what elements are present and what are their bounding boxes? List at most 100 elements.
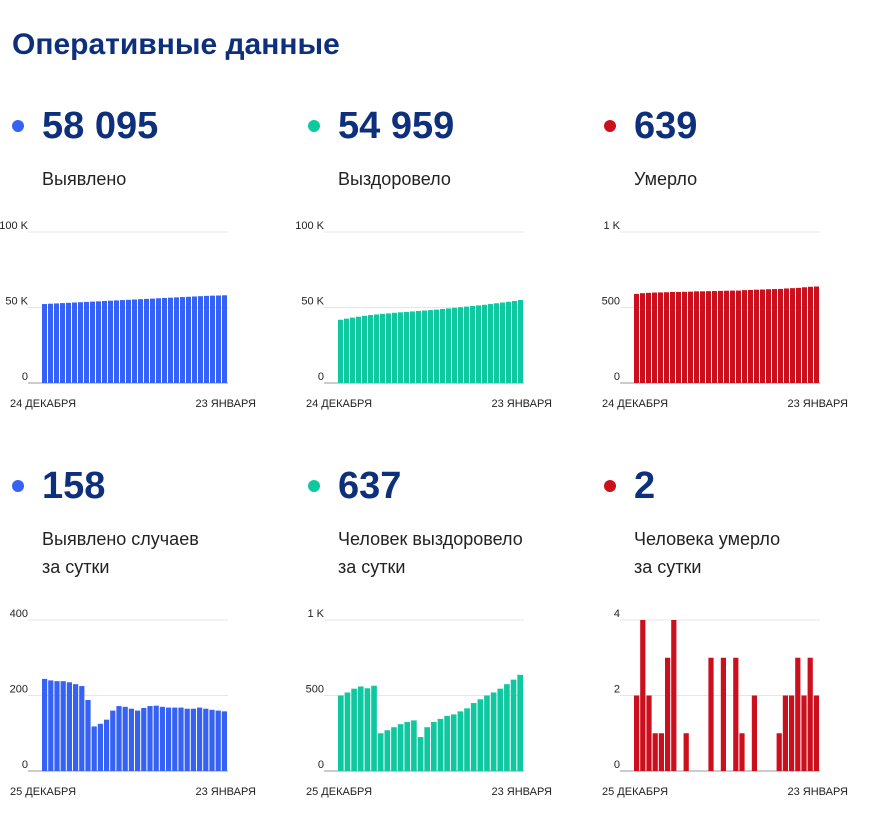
bar — [192, 296, 197, 383]
bar — [464, 306, 469, 383]
bar — [490, 692, 497, 771]
bar — [802, 287, 807, 383]
bar — [457, 711, 464, 771]
bar — [500, 302, 505, 383]
y-tick-label: 100 K — [295, 220, 324, 232]
bar — [718, 290, 723, 383]
bar — [778, 288, 783, 383]
bar — [720, 657, 726, 771]
bar — [733, 657, 739, 771]
bar — [102, 301, 107, 383]
bar — [410, 311, 415, 383]
bar — [186, 296, 191, 383]
bar-chart: 100 K 50 K 0 24 ДЕКАБРЯ 23 ЯНВАРЯ — [0, 220, 256, 410]
bar — [434, 309, 439, 383]
x-end-label: 23 ЯНВАРЯ — [491, 786, 552, 798]
bar — [79, 686, 85, 771]
stat-panel: 637 Человек выздоровело за сутки — [308, 465, 598, 795]
bar — [104, 719, 110, 771]
y-tick-label: 400 — [10, 608, 28, 620]
bar — [368, 315, 373, 383]
bar — [135, 710, 141, 771]
bar — [790, 288, 795, 383]
bar — [172, 707, 178, 771]
x-start-label: 25 ДЕКАБРЯ — [602, 786, 668, 798]
bar — [210, 295, 215, 383]
bar — [652, 292, 657, 383]
bar — [808, 286, 813, 383]
x-end-label: 23 ЯНВАРЯ — [195, 398, 256, 410]
bar — [344, 692, 351, 771]
bar — [90, 301, 95, 383]
bar — [357, 686, 364, 771]
stat-panel: 2 Человека умерло за сутки — [604, 465, 869, 795]
legend-dot-icon — [12, 480, 24, 492]
bar — [512, 300, 517, 383]
bar — [417, 737, 424, 771]
bar — [634, 293, 639, 383]
bar — [688, 291, 693, 383]
bar — [416, 310, 421, 383]
bar — [658, 292, 663, 383]
bar — [42, 304, 47, 383]
bar — [197, 707, 203, 771]
bar — [784, 288, 789, 383]
bar — [72, 302, 77, 383]
bar — [428, 310, 433, 383]
bar — [506, 301, 511, 383]
legend-dot-icon — [12, 120, 24, 132]
bar — [85, 700, 91, 771]
x-end-label: 23 ЯНВАРЯ — [787, 786, 848, 798]
bar — [760, 289, 765, 383]
stat-value: 2 — [634, 465, 656, 507]
bar — [646, 292, 651, 383]
bar — [377, 733, 384, 771]
bar — [60, 303, 65, 383]
bar — [748, 289, 753, 383]
bar — [168, 297, 173, 383]
bar — [128, 708, 134, 771]
bar — [683, 733, 689, 771]
bar — [814, 286, 819, 383]
legend-dot-icon — [308, 120, 320, 132]
stat-label: Умерло — [634, 169, 698, 189]
bar — [658, 733, 664, 771]
bar — [458, 307, 463, 383]
bar — [374, 314, 379, 383]
bar-chart: 1 K 500 0 25 ДЕКАБРЯ 23 ЯНВАРЯ — [306, 608, 552, 798]
bar — [156, 298, 161, 383]
bar — [813, 695, 819, 771]
bar — [724, 290, 729, 383]
bar — [356, 316, 361, 383]
bar — [97, 723, 103, 771]
y-tick-label: 0 — [318, 371, 324, 383]
stat-label-line2: за сутки — [42, 557, 110, 577]
bar — [801, 695, 807, 771]
bar — [215, 710, 221, 771]
stat-label: Выявлено — [42, 169, 127, 189]
y-tick-label: 1 K — [307, 608, 324, 620]
bar — [482, 304, 487, 383]
bar — [431, 721, 437, 771]
bar — [634, 695, 640, 771]
bar — [664, 292, 669, 383]
bar — [116, 706, 122, 771]
bar — [671, 620, 677, 771]
x-start-label: 24 ДЕКАБРЯ — [306, 398, 372, 410]
x-start-label: 24 ДЕКАБРЯ — [602, 398, 668, 410]
y-tick-label: 0 — [614, 371, 620, 383]
bar — [174, 297, 179, 383]
stat-label-line2: за сутки — [338, 557, 406, 577]
bar — [380, 313, 385, 383]
bar — [184, 708, 190, 771]
bar-chart: 400 200 0 25 ДЕКАБРЯ 23 ЯНВАРЯ — [10, 608, 256, 798]
bar — [386, 313, 391, 383]
bar — [518, 300, 523, 383]
bar — [371, 685, 377, 771]
x-start-label: 24 ДЕКАБРЯ — [10, 398, 76, 410]
bar — [670, 291, 675, 383]
bar — [504, 684, 510, 771]
bar — [665, 657, 671, 771]
bar — [78, 302, 83, 383]
stat-value: 58 095 — [42, 105, 159, 147]
